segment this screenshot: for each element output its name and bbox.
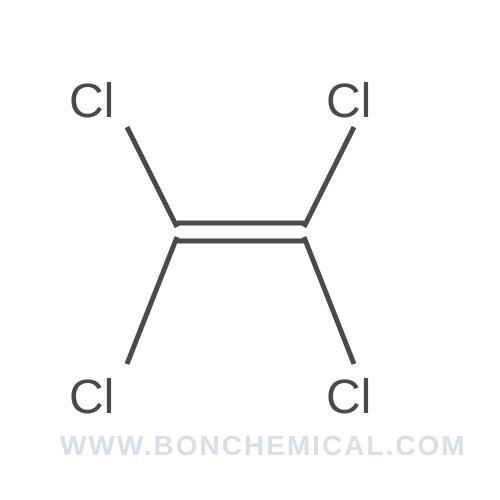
- atom-label-cl: Cl: [326, 74, 371, 129]
- bond-line: [304, 127, 354, 227]
- bond-line: [304, 237, 354, 364]
- molecule-diagram: Cl Cl Cl Cl WWW.BONCHEMICAL.COM: [0, 0, 500, 500]
- watermark-text: WWW.BONCHEMICAL.COM: [60, 430, 467, 462]
- bond-line: [127, 237, 177, 364]
- atom-label-cl: Cl: [69, 370, 114, 425]
- atom-label-cl: Cl: [326, 370, 371, 425]
- atom-label-cl: Cl: [69, 74, 114, 129]
- bond-line: [127, 127, 177, 227]
